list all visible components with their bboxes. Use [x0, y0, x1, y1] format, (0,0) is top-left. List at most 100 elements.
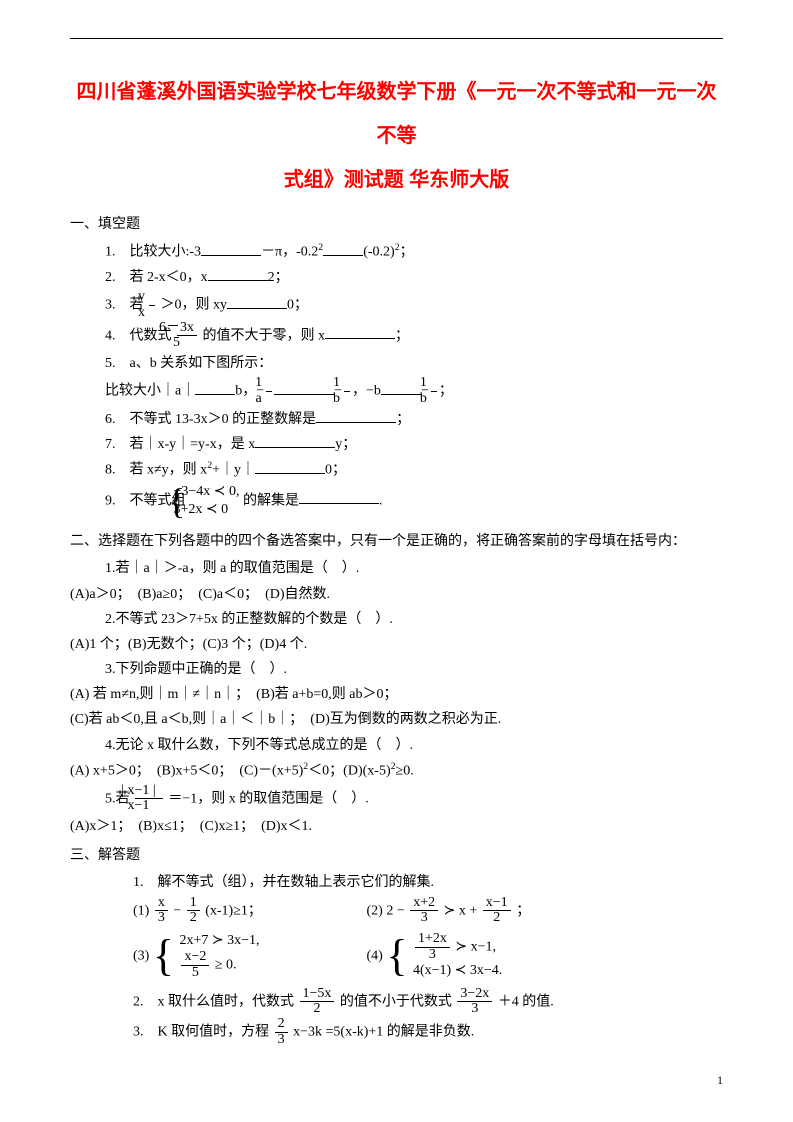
cases: 1+2x3 ≻ x−1, 4(x−1) ≺ 3x−4. [413, 932, 502, 981]
f: x−12 [483, 896, 511, 926]
num: 1 [344, 376, 350, 392]
f: 3−2x3 [457, 987, 492, 1017]
doc-title: 四川省蓬溪外国语实验学校七年级数学下册《一元一次不等式和一元一次不等 式组》测试… [70, 70, 723, 202]
num: 3−2x [457, 987, 492, 1003]
q4: 4. 代数式 6－3x5 的值不大于零，则 x； [105, 321, 723, 351]
num: x [155, 896, 168, 912]
den: a [266, 392, 272, 407]
s2q5: 5.若 | x−1 |x−1 ＝−1，则 x 的取值范围是（ ）. [105, 784, 723, 814]
q1-m1: －π，-0.2 [261, 245, 318, 260]
brace-icon: { [386, 934, 407, 978]
den: x [149, 306, 155, 321]
q3-mid: ＞0，则 xy [161, 298, 228, 313]
q6-lead: 6. 不等式 13-3x＞0 的正整数解是 [105, 412, 316, 427]
f: x3 [155, 896, 168, 926]
q6: 6. 不等式 13-3x＞0 的正整数解是 ； [105, 407, 723, 432]
s3q1-2: (2) 2 − x+23 ≻ x + x−12 ； [367, 896, 531, 926]
a: (1) [133, 903, 149, 918]
q3-tail: 0； [287, 298, 308, 313]
s2q2-opts: (A)1 个；(B)无数个；(C)3 个；(D)4 个. [70, 632, 723, 657]
s2q4: 4.无论 x 取什么数，下列不等式总成立的是（ ）. [105, 733, 723, 758]
num: 1+2x [415, 932, 450, 948]
row: 2x+7 ≻ 3x−1, [179, 932, 259, 950]
f: | x−1 |x−1 [135, 784, 163, 814]
q9-cases: −3−4x ≺ 0, 3+2x ≺ 0 [195, 483, 240, 519]
b: 的值不小于代数式 [340, 994, 452, 1009]
b: x−3k =5(x-k)+1 的解是非负数. [293, 1024, 474, 1039]
s2q3: 3.下列命题中正确的是（ ）. [105, 657, 723, 682]
q2-tail: 2； [268, 270, 289, 285]
f: 1b [344, 376, 350, 406]
q5b-m1: b， [235, 384, 256, 399]
f: 1b [431, 376, 437, 406]
row: 4(x−1) ≺ 3x−4. [413, 962, 502, 980]
q2: 2. 若 2-x＜0，x2； [105, 265, 723, 290]
f: x+23 [410, 896, 438, 926]
s2q4-opts: (A) x+5＞0； (B)x+5＜0； (C)－(x+5)2＜0；(D)(x-… [70, 758, 723, 784]
q1-lead: 1. 比较大小:-3 [105, 245, 201, 260]
den: 2 [187, 911, 200, 926]
s3q1-row1: (1) x3 − 12 (x-1)≥1； (2) 2 − x+23 ≻ x + … [133, 896, 723, 926]
c: ≥0. [396, 763, 414, 778]
den: 5 [177, 336, 197, 351]
den: b [431, 392, 437, 407]
b: ； [516, 903, 530, 918]
page-number: 1 [717, 1070, 723, 1092]
q7: 7. 若｜x-y｜=y-x，是 xy； [105, 432, 723, 457]
s3q2: 2. x 取什么值时，代数式 1−5x2 的值不小于代数式 3−2x3 ＋4 的… [133, 987, 723, 1017]
s2q3-optsB: (C)若 ab＜0,且 a＜b,则｜a｜＜｜b｜； (D)互为倒数的两数之积必为… [70, 707, 723, 732]
t: ≥ 0. [211, 958, 236, 973]
blank [208, 266, 268, 281]
q9-mid: 的解集是 [243, 493, 299, 508]
f: 1a [266, 376, 272, 406]
a: (2) 2 − [367, 903, 405, 918]
q4-frac: 6－3x5 [177, 321, 197, 351]
blank [299, 489, 379, 504]
section-2-head: 二、选择题在下列各题中的四个备选答案中，只有一个是正确的，将正确答案前的字母填在… [70, 529, 723, 554]
blank [227, 294, 287, 309]
row: 3+2x ≺ 0 [195, 501, 240, 519]
q3: 3. 若 yx ＞0，则 xy0； [105, 290, 723, 320]
b: (x-1)≥1； [205, 903, 262, 918]
a: (A) x+5＞0； (B)x+5＜0； (C)－(x+5) [70, 763, 303, 778]
f: 1+2x3 [415, 932, 450, 962]
num: 1 [431, 376, 437, 392]
blank [255, 459, 325, 474]
blank [316, 408, 396, 423]
a: (3) [133, 948, 149, 963]
num: x−1 [483, 896, 511, 912]
den: 3 [457, 1002, 492, 1017]
s3q3: 3. K 取何值时，方程 23 x−3k =5(x-k)+1 的解是非负数. [133, 1017, 723, 1047]
den: 2 [483, 911, 511, 926]
s2q3-optsA: (A) 若 m≠n,则｜m｜≠｜n｜； (B)若 a+b=0,则 ab＞0； [70, 682, 723, 707]
c: ＋4 的值. [498, 994, 554, 1009]
minus: − [173, 903, 181, 918]
q9: 9. 不等式组 { −3−4x ≺ 0, 3+2x ≺ 0 的解集是. [105, 483, 723, 519]
b: ＜0；(D)(x-5) [308, 763, 390, 778]
q4-tail: ； [395, 328, 409, 343]
s3q1-1: (1) x3 − 12 (x-1)≥1； [133, 896, 363, 926]
page: 四川省蓬溪外国语实验学校七年级数学下册《一元一次不等式和一元一次不等 式组》测试… [0, 0, 793, 1122]
den: 3 [155, 911, 168, 926]
blank [381, 380, 421, 395]
q8-mid: +｜y｜ [212, 463, 255, 478]
blank [274, 380, 334, 395]
num: 2 [275, 1017, 288, 1033]
blank [195, 380, 235, 395]
s3q1: 1. 解不等式（组），并在数轴上表示它们的解集. [133, 870, 723, 895]
num: x−2 [181, 950, 209, 966]
s3q1-row2: (3) { 2x+7 ≻ 3x−1, x−25 ≥ 0. (4) { 1+2x3… [133, 932, 723, 981]
num: 6－3x [177, 321, 197, 337]
q6-tail: ； [396, 412, 410, 427]
blank [201, 241, 261, 256]
q1-m2: (-0.2) [363, 245, 395, 260]
f: 23 [275, 1017, 288, 1047]
f: x−25 [181, 950, 209, 980]
s2q1-opts: (A)a＞0； (B)a≥0； (C)a＜0； (D)自然数. [70, 582, 723, 607]
s2q5-opts: (A)x＞1； (B)x≤1； (C)x≥1； (D)x＜1. [70, 814, 723, 839]
den: 3 [410, 911, 438, 926]
num: x+2 [410, 896, 438, 912]
a: (4) [367, 948, 383, 963]
den: 3 [275, 1033, 288, 1048]
q7-tail: y； [335, 437, 356, 452]
